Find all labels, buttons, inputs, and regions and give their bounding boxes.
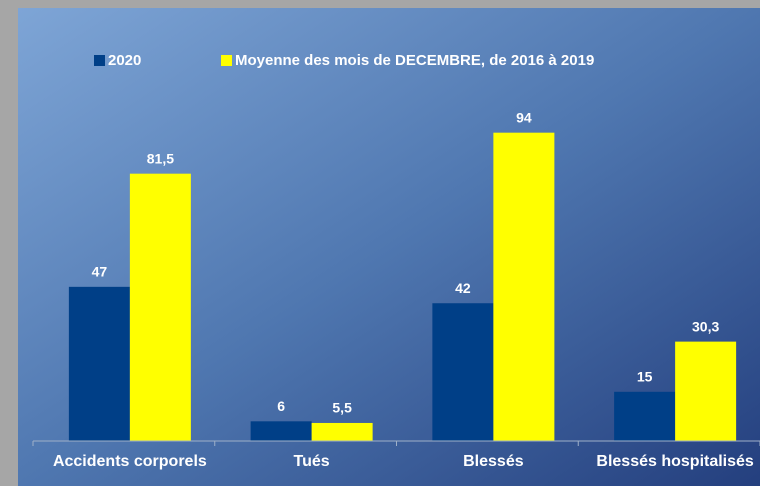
value-label: 81,5 [147,150,174,166]
bar [129,173,191,441]
x-tick-label: Blessés hospitalisés [596,453,754,470]
legend-label: Moyenne des mois de DECEMBRE, de 2016 à … [235,52,594,69]
bar [311,422,373,441]
legend-swatch [221,55,232,66]
value-label: 30,3 [692,318,719,334]
legend-label: 2020 [108,52,141,69]
bar [250,421,312,441]
value-label: 94 [516,109,532,125]
value-label: 42 [455,280,471,296]
bar [68,286,130,441]
value-label: 6 [277,398,285,414]
x-tick-label: Tués [294,453,330,470]
value-label: 5,5 [332,400,352,416]
value-label: 47 [92,264,108,280]
bar [432,303,494,441]
x-tick-label: Blessés [463,453,524,470]
legend-swatch [94,55,105,66]
bar [675,341,737,441]
x-tick-label: Accidents corporels [53,453,207,470]
bar [493,132,555,441]
bar [614,391,676,441]
value-label: 15 [637,369,653,385]
